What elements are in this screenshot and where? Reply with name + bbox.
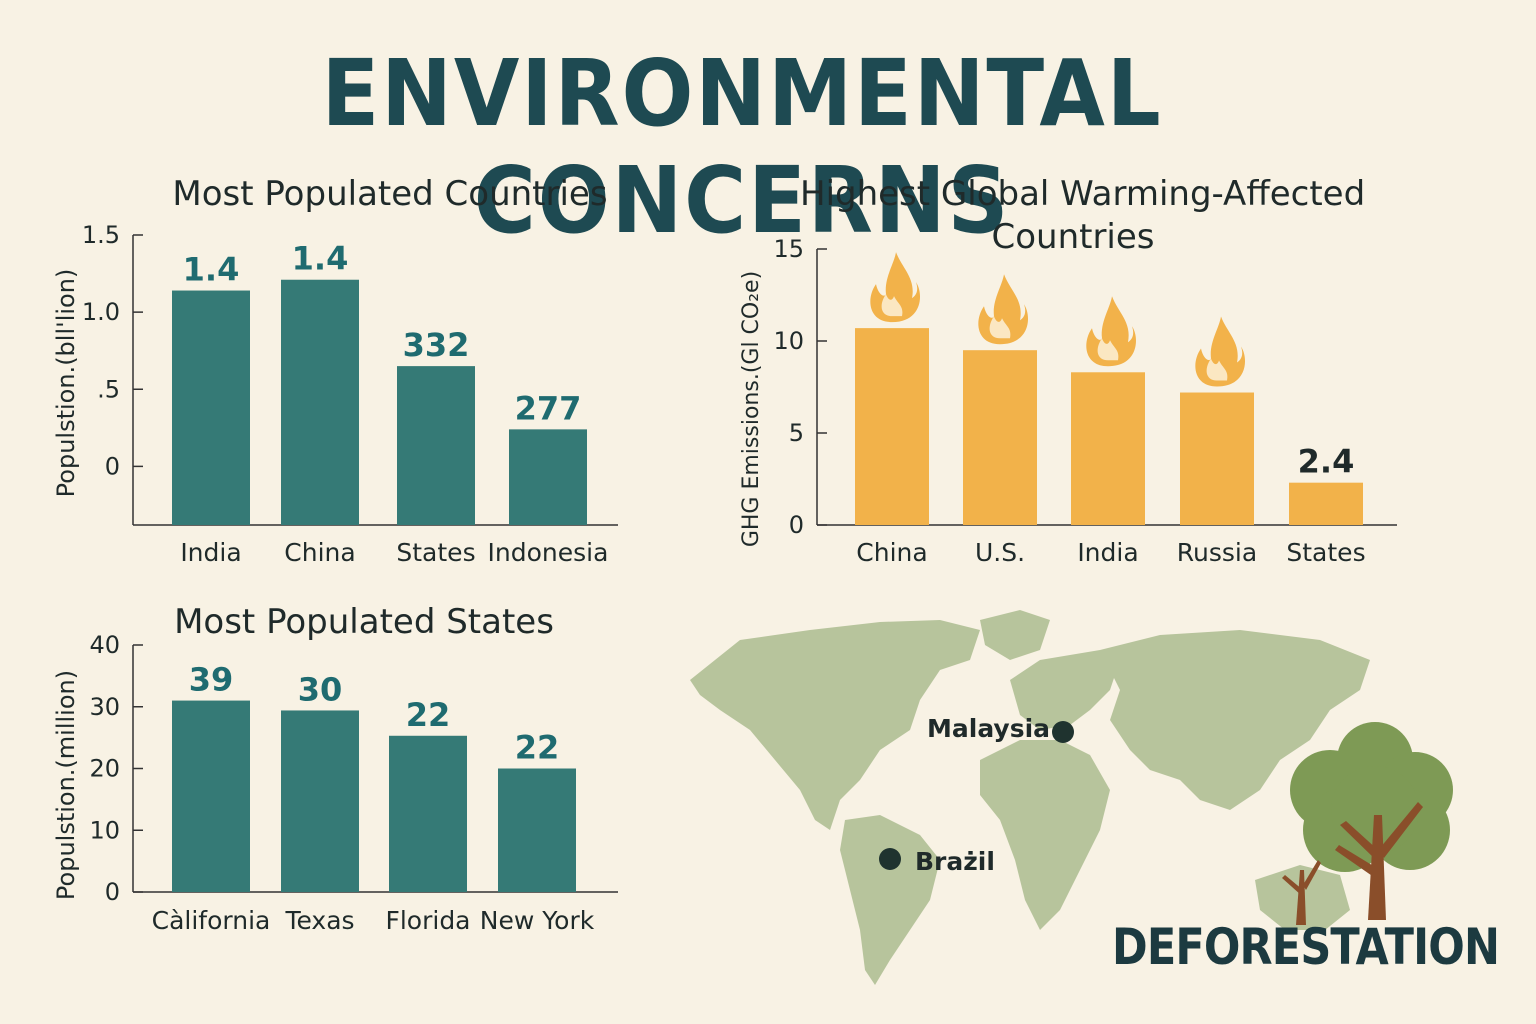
chart-title: Most Populated States [174,602,554,642]
y-axis-label: GHG Emissions.(Gl CO₂e) [739,271,764,547]
greenland-shape [980,610,1050,660]
y-tick-label: 0 [105,452,120,480]
x-tick-label: Càlifornia [152,906,271,935]
y-tick-label: 15 [773,235,804,263]
bar [1289,482,1363,525]
land-masses [690,610,1370,985]
chart-global-warming-countries: Highest Global Warming-Affected Countrie… [739,174,1397,567]
bar [509,429,587,525]
y-tick-label: 1.0 [82,298,120,326]
y-axis-label: Populstion.(bll'lion) [52,269,80,498]
x-tick-label: China [284,538,355,567]
data-label: 22 [515,729,560,767]
tree-illustration [1282,722,1453,925]
bar [963,350,1037,525]
x-tick-label: Indonesia [488,538,609,567]
y-tick-label: 20 [89,755,120,783]
data-label: 277 [515,389,582,427]
chart-title-line: Countries [991,217,1154,257]
flame-icon [1086,296,1137,367]
plot-area: 0 10 20 30 40 Càlifornia 39 Texas 30 Florida 22 New… [89,631,618,935]
chart-populated-states: Most Populated States Populstion.(millio… [52,602,618,935]
data-label: 332 [403,326,470,364]
data-label: 39 [189,661,234,699]
x-tick-label: States [1286,538,1365,567]
asia-shape [1100,630,1370,810]
y-tick-label: 30 [89,693,120,721]
bar [498,768,576,892]
south-america-shape [840,815,940,985]
brazil-marker [879,848,901,870]
small-bare-tree-icon [1282,860,1321,925]
bar [855,328,929,525]
x-tick-label: India [180,538,241,567]
europe-shape [1010,650,1120,730]
bar [389,735,467,892]
x-tick-label: New York [480,906,595,935]
malaysia-marker [1052,721,1074,743]
x-tick-label: Texas [284,906,354,935]
plot-area: 0 5 10 15 China U.S. India Russia States 2.4 [773,235,1397,567]
north-america-shape [690,620,980,830]
bar [1180,392,1254,525]
data-label: 2.4 [1298,443,1355,481]
y-tick-label: 0 [789,511,804,539]
y-axis-label: Populstion.(million) [52,670,80,900]
deforestation-caption: DEFORESTATION [1112,918,1500,976]
brazil-label: Brażil [915,847,995,876]
chart-populated-countries: Most Populated Countries Populstion.(bll… [52,174,618,567]
bar [281,279,359,525]
main-title: ENVIRONMENTAL CONCERNS [321,40,1163,254]
data-label: 1.4 [183,251,240,289]
y-tick-label: 5 [789,419,804,447]
y-tick-label: 10 [89,816,120,844]
x-tick-label: Russia [1177,538,1257,567]
bar [397,366,475,525]
africa-shape [980,740,1110,930]
y-tick-label: 1.5 [82,221,120,249]
x-tick-label: Florida [385,906,470,935]
bar [172,290,250,525]
x-tick-label: China [856,538,927,567]
data-label: 30 [298,670,343,708]
bar [1071,372,1145,525]
y-tick-label: .5 [97,375,120,403]
plot-area: 0 .5 1.0 1.5 India 1.4 China 1.4 States 332 Indone… [82,221,618,567]
x-tick-label: U.S. [975,538,1025,567]
flame-icon [870,252,921,323]
chart-title-line: Highest Global Warming-Affected [800,174,1365,214]
data-label: 1.4 [292,240,349,278]
flame-icon [1195,316,1246,387]
bar [172,700,250,892]
world-map [680,600,1440,1000]
malaysia-label: Malaysia [927,714,1051,743]
y-tick-label: 10 [773,327,804,355]
chart-title: Most Populated Countries [172,174,607,214]
bar [281,710,359,892]
large-tree-icon [1290,722,1453,920]
data-label: 22 [406,696,451,734]
world-map-shape [690,610,1370,985]
x-tick-label: India [1077,538,1138,567]
y-tick-label: 40 [89,631,120,659]
x-tick-label: States [396,538,475,567]
chart-title: Highest Global Warming-Affected Countrie… [800,174,1376,257]
flame-icon [978,274,1029,345]
y-tick-label: 0 [105,878,120,906]
